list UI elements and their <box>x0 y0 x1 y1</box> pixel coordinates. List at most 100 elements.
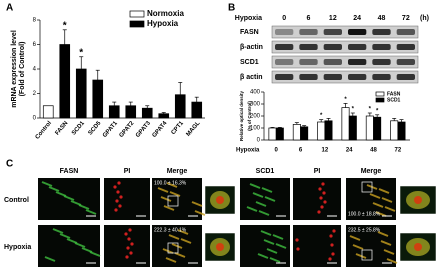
inset-nucleus <box>216 243 224 251</box>
y-axis-label: (Fold of Control) <box>19 42 26 97</box>
nucleus <box>119 195 123 199</box>
cell <box>261 187 273 193</box>
zoom-box <box>167 195 179 207</box>
band <box>396 59 415 65</box>
annotation: * <box>376 108 379 114</box>
cell <box>81 247 93 253</box>
overlay-text: 232.5 ± 25.8% <box>348 227 381 233</box>
lane-label: 0 <box>282 15 286 22</box>
y-tick-label: 100 <box>250 126 261 132</box>
nucleus <box>117 181 121 185</box>
lane-label: 72 <box>402 15 410 22</box>
x-tick-label: SCD1 <box>71 120 86 137</box>
legend-label: Normoxia <box>147 9 184 18</box>
micrograph <box>152 178 202 220</box>
micrographs: FASN PI Merge SCD1 PI Merge Control 100.0 ± 16.… <box>4 168 437 267</box>
y-tick-label: 4 <box>33 67 37 73</box>
band <box>396 44 415 50</box>
cell <box>269 257 281 263</box>
cell <box>85 209 97 215</box>
cell <box>272 234 284 240</box>
lane-label: 24 <box>353 15 361 22</box>
nucleus <box>331 252 335 256</box>
x-tick-label: Control <box>35 120 54 140</box>
cell <box>266 248 278 254</box>
cell <box>263 239 275 245</box>
y-tick-label: 400 <box>250 90 261 96</box>
bar <box>141 107 153 119</box>
annotation: * <box>369 107 372 113</box>
band <box>299 74 318 80</box>
lane-label: 48 <box>378 15 386 22</box>
annotation: * <box>63 20 67 31</box>
micrograph <box>104 178 150 220</box>
x-tick-label: 48 <box>370 148 377 154</box>
cell <box>166 182 178 188</box>
bar <box>42 105 54 119</box>
micrograph <box>104 225 150 267</box>
column-header: FASN <box>60 168 79 175</box>
cell <box>355 253 367 259</box>
x-tick-label: GPAT3 <box>135 120 152 139</box>
legend-swatch <box>129 10 145 18</box>
x-axis-label: Hypoxia <box>236 148 260 154</box>
row-label: Hypoxia <box>4 244 31 251</box>
x-tick-label: SCD5 <box>88 120 103 137</box>
bar <box>59 44 71 119</box>
zoom-box <box>361 249 373 261</box>
annotation: * <box>79 47 83 58</box>
bar <box>292 124 301 141</box>
legend-swatch <box>129 20 145 28</box>
y-tick-label: 8 <box>33 18 37 24</box>
micrograph <box>38 225 100 267</box>
cell <box>255 201 267 207</box>
nucleus <box>295 238 299 242</box>
zoom-box <box>361 181 373 193</box>
annotation: * <box>352 107 355 113</box>
nucleus <box>322 191 326 195</box>
bar <box>275 127 284 141</box>
bar <box>373 116 382 141</box>
nucleus <box>127 237 131 241</box>
cell <box>52 228 64 234</box>
legend-label: FASN <box>387 91 401 97</box>
nucleus <box>321 182 325 186</box>
cell <box>171 243 183 249</box>
y-tick-label: 200 <box>250 114 261 120</box>
x-tick-label: 12 <box>321 148 328 154</box>
bar <box>75 68 87 119</box>
cell <box>160 196 172 202</box>
bar <box>92 79 104 119</box>
cell <box>252 192 264 198</box>
y-tick-label: 2 <box>33 91 37 97</box>
nucleus <box>328 257 332 261</box>
micrograph <box>346 178 396 220</box>
nucleus <box>126 246 130 250</box>
blot-row-label: β actin <box>240 74 263 81</box>
bar <box>125 105 137 119</box>
cell <box>168 234 180 240</box>
cell <box>55 191 67 197</box>
band <box>372 59 391 65</box>
cell <box>386 258 398 264</box>
y-tick-label: 300 <box>250 102 261 108</box>
cell <box>41 181 53 187</box>
x-tick-label: MAGL <box>186 120 202 138</box>
nucleus <box>113 185 117 189</box>
nucleus <box>318 187 322 191</box>
nucleus <box>317 210 321 214</box>
bar <box>174 94 186 119</box>
bar <box>158 113 170 119</box>
cell <box>275 243 287 249</box>
band <box>299 29 318 35</box>
annotation: * <box>344 97 347 103</box>
x-tick-label: GPAT1 <box>102 120 119 139</box>
band <box>348 29 367 35</box>
bar <box>341 107 350 141</box>
cell <box>165 257 177 263</box>
band <box>323 44 342 50</box>
row-label: Control <box>4 197 29 204</box>
band <box>275 44 294 50</box>
blot-row-label: FASN <box>240 29 259 36</box>
bar <box>300 126 309 141</box>
